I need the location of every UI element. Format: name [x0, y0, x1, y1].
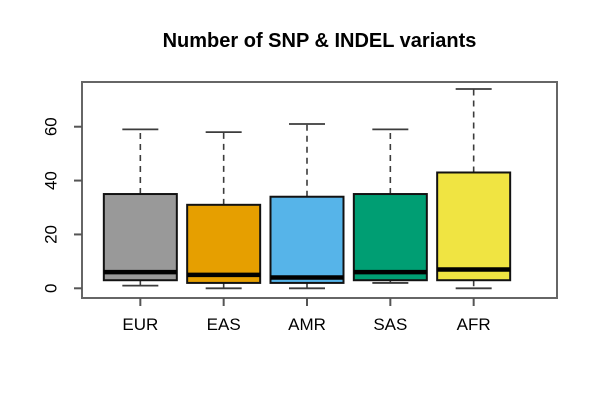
x-tick-label: SAS [373, 315, 407, 334]
x-tick-label: EAS [207, 315, 241, 334]
x-tick-label: EUR [122, 315, 158, 334]
box-eur [102, 193, 178, 282]
box-eas [186, 203, 262, 284]
x-tick-label: AMR [288, 315, 326, 334]
plot-frame [81, 81, 558, 299]
x-tick-label: AFR [457, 315, 491, 334]
box-amr [269, 195, 345, 284]
y-tick-label: 20 [41, 225, 60, 244]
y-tick-label: 60 [41, 117, 60, 136]
chart-title: Number of SNP & INDEL variants [162, 30, 477, 52]
y-tick-label: 0 [41, 284, 60, 293]
y-tick-label: 40 [41, 171, 60, 190]
box-afr [436, 171, 512, 282]
box-sas [352, 193, 428, 282]
